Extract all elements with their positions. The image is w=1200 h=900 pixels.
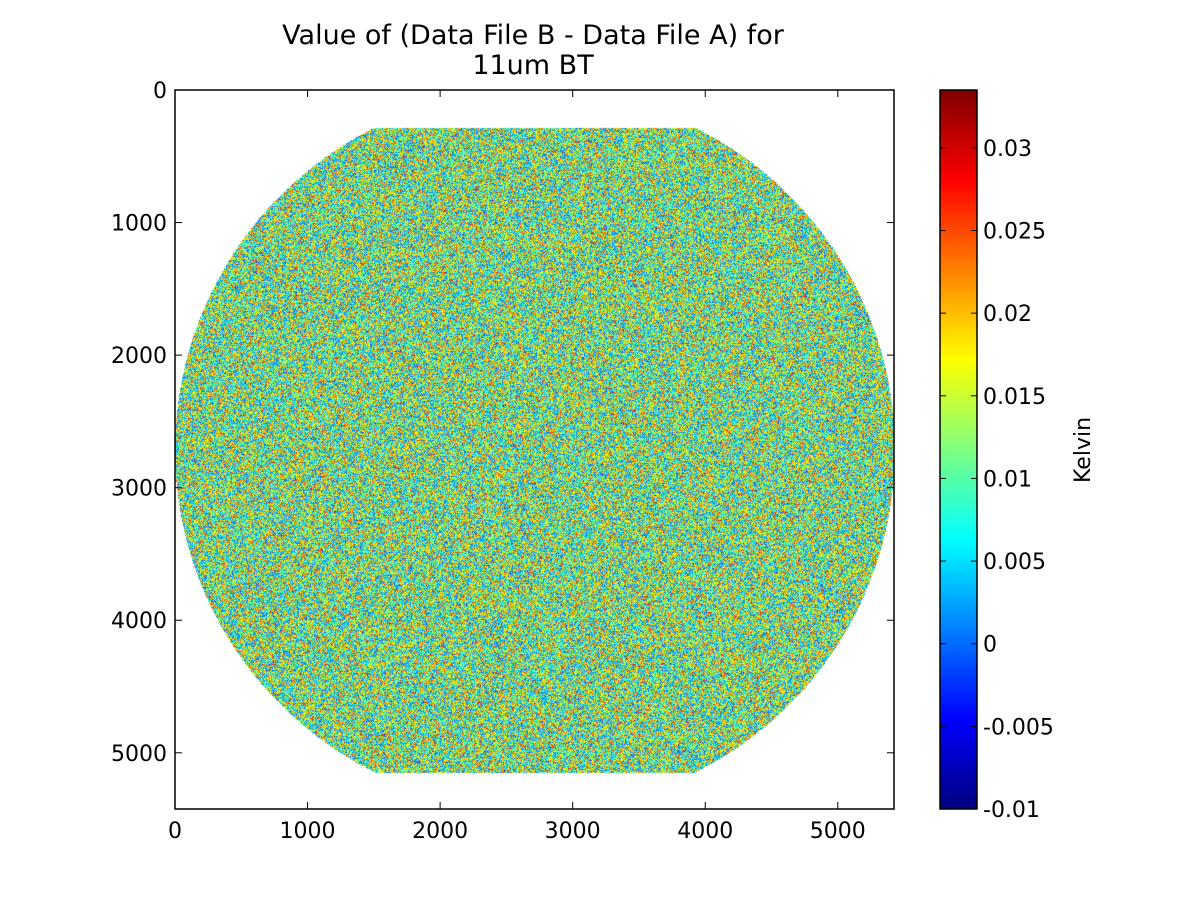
y-tick-label: 1000	[111, 212, 167, 237]
colorbar-label: Kelvin	[1071, 417, 1096, 483]
colorbar-tick-label: 0	[983, 633, 997, 658]
y-axis: 0 1000 2000 3000 4000 5000	[111, 79, 894, 767]
x-tick-label: 2000	[412, 819, 468, 844]
x-tick-label: 0	[168, 819, 182, 844]
colorbar-ticks: -0.01 -0.005 0 0.005 0.01 0.015 0.02 0.025 0.03	[940, 137, 1054, 823]
chart-title: Value of (Data File B - Data File A) for…	[282, 20, 785, 81]
colorbar-tick-label: -0.005	[983, 715, 1054, 740]
x-axis: 0 1000 2000 3000 4000 5000	[168, 90, 866, 844]
colorbar-tick-label: 0.025	[983, 219, 1046, 244]
x-tick-label: 1000	[280, 819, 336, 844]
colorbar-tick-label: -0.01	[983, 798, 1040, 823]
colorbar: -0.01-0.00500.0050.010.0150.020.0250.03 …	[939, 89, 1096, 823]
colorbar-frame	[939, 89, 978, 810]
chart-title-line-2: 11um BT	[472, 50, 594, 81]
colorbar-tick-label: 0.005	[983, 550, 1046, 575]
y-tick-label: 3000	[111, 477, 167, 502]
chart-title-line-1: Value of (Data File B - Data File A) for	[282, 20, 785, 51]
colorbar-tick-label: 0.02	[983, 302, 1032, 327]
colorbar-gradient	[940, 90, 977, 809]
x-tick-label: 4000	[677, 819, 733, 844]
colorbar-tick-label: 0.015	[983, 385, 1046, 410]
heatmap-image	[175, 90, 894, 809]
plot-area-frame	[174, 89, 895, 810]
y-tick-label: 5000	[111, 742, 167, 767]
y-tick-label: 0	[153, 79, 167, 104]
x-tick-label: 3000	[545, 819, 601, 844]
x-tick-label: 5000	[810, 819, 866, 844]
y-tick-label: 2000	[111, 344, 167, 369]
colorbar-tick-label: 0.03	[983, 137, 1032, 162]
colorbar-tick-label: 0.01	[983, 467, 1032, 492]
y-tick-label: 4000	[111, 609, 167, 634]
